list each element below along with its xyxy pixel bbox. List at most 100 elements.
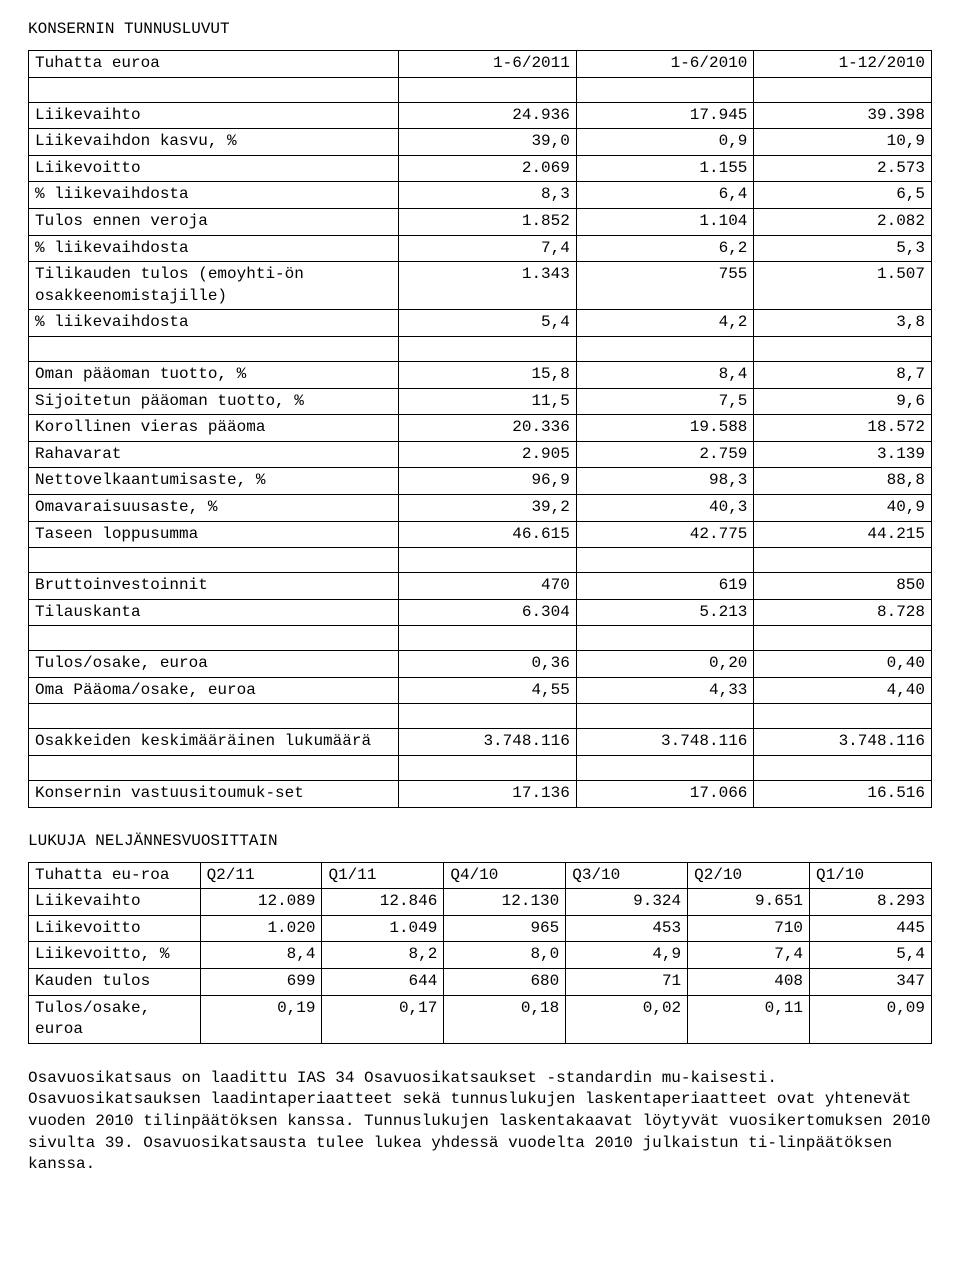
table-row: Liikevaihdon kasvu, %39,00,910,9 xyxy=(29,129,932,156)
cell: 2.759 xyxy=(576,441,754,468)
cell: 9.324 xyxy=(566,889,688,916)
cell: 17.136 xyxy=(399,781,577,808)
cell: 0,17 xyxy=(322,995,444,1043)
table-row: Liikevaihto12.08912.84612.1309.3249.6518… xyxy=(29,889,932,916)
cell: 0,19 xyxy=(200,995,322,1043)
table-row: Taseen loppusumma46.61542.77544.215 xyxy=(29,521,932,548)
table-row: Konsernin vastuusitoumuk-set17.13617.066… xyxy=(29,781,932,808)
row-label: Tilauskanta xyxy=(29,599,399,626)
table-row xyxy=(29,704,932,729)
row-label: Rahavarat xyxy=(29,441,399,468)
table-row: Oma Pääoma/osake, euroa4,554,334,40 xyxy=(29,677,932,704)
cell: 8.728 xyxy=(754,599,932,626)
col-header: Q3/10 xyxy=(566,862,688,889)
table-row xyxy=(29,626,932,651)
cell: 1.049 xyxy=(322,915,444,942)
cell: 19.588 xyxy=(576,415,754,442)
cell: 1.507 xyxy=(754,262,932,310)
cell: 16.516 xyxy=(754,781,932,808)
cell: 40,3 xyxy=(576,494,754,521)
row-label: % liikevaihdosta xyxy=(29,310,399,337)
row-label: Liikevoitto xyxy=(29,915,201,942)
cell: 7,5 xyxy=(576,388,754,415)
cell: 0,40 xyxy=(754,651,932,678)
cell: 17.066 xyxy=(576,781,754,808)
cell: 8,7 xyxy=(754,361,932,388)
cell: 2.573 xyxy=(754,155,932,182)
cell: 347 xyxy=(810,969,932,996)
cell: 1.343 xyxy=(399,262,577,310)
table-row: Omavaraisuusaste, %39,240,340,9 xyxy=(29,494,932,521)
cell: 0,20 xyxy=(576,651,754,678)
row-label: Taseen loppusumma xyxy=(29,521,399,548)
row-label: Liikevaihto xyxy=(29,889,201,916)
table-row: Korollinen vieras pääoma20.33619.58818.5… xyxy=(29,415,932,442)
cell: 39,0 xyxy=(399,129,577,156)
table-row xyxy=(29,336,932,361)
row-label: Kauden tulos xyxy=(29,969,201,996)
table-row: Liikevoitto2.0691.1552.573 xyxy=(29,155,932,182)
cell: 0,18 xyxy=(444,995,566,1043)
row-label: Konsernin vastuusitoumuk-set xyxy=(29,781,399,808)
col-header: Q1/10 xyxy=(810,862,932,889)
cell: 2.905 xyxy=(399,441,577,468)
col-header: 1-12/2010 xyxy=(754,51,932,78)
cell: 39.398 xyxy=(754,102,932,129)
cell: 4,2 xyxy=(576,310,754,337)
cell: 445 xyxy=(810,915,932,942)
table-row: Sijoitetun pääoman tuotto, %11,57,59,6 xyxy=(29,388,932,415)
table-row: Nettovelkaantumisaste, %96,998,388,8 xyxy=(29,468,932,495)
cell: 5,3 xyxy=(754,235,932,262)
cell: 1.104 xyxy=(576,208,754,235)
cell: 408 xyxy=(688,969,810,996)
cell: 8,0 xyxy=(444,942,566,969)
row-label: Oma Pääoma/osake, euroa xyxy=(29,677,399,704)
row-label: Tulos/osake, euroa xyxy=(29,995,201,1043)
cell: 3.748.116 xyxy=(754,729,932,756)
table-row: Rahavarat2.9052.7593.139 xyxy=(29,441,932,468)
cell: 8,4 xyxy=(576,361,754,388)
row-label: Sijoitetun pääoman tuotto, % xyxy=(29,388,399,415)
cell: 15,8 xyxy=(399,361,577,388)
table-row: Tuhatta euroa 1-6/2011 1-6/2010 1-12/201… xyxy=(29,51,932,78)
col-header: Tuhatta euroa xyxy=(29,51,399,78)
row-label: Liikevoitto xyxy=(29,155,399,182)
table-row xyxy=(29,77,932,102)
cell: 4,55 xyxy=(399,677,577,704)
cell: 24.936 xyxy=(399,102,577,129)
table-row: Tulos/osake, euroa0,360,200,40 xyxy=(29,651,932,678)
col-header: Q2/11 xyxy=(200,862,322,889)
cell: 3.748.116 xyxy=(399,729,577,756)
cell: 96,9 xyxy=(399,468,577,495)
cell: 4,33 xyxy=(576,677,754,704)
cell: 2.082 xyxy=(754,208,932,235)
cell: 98,3 xyxy=(576,468,754,495)
cell: 0,09 xyxy=(810,995,932,1043)
table-row: Liikevoitto1.0201.049965453710445 xyxy=(29,915,932,942)
cell: 71 xyxy=(566,969,688,996)
cell: 10,9 xyxy=(754,129,932,156)
cell: 3.139 xyxy=(754,441,932,468)
cell: 5,4 xyxy=(810,942,932,969)
cell: 0,9 xyxy=(576,129,754,156)
cell: 20.336 xyxy=(399,415,577,442)
table-row: Oman pääoman tuotto, %15,88,48,7 xyxy=(29,361,932,388)
table-row: % liikevaihdosta7,46,25,3 xyxy=(29,235,932,262)
table-quarterly: Tuhatta eu-roa Q2/11 Q1/11 Q4/10 Q3/10 Q… xyxy=(28,862,932,1044)
row-label: Liikevaihdon kasvu, % xyxy=(29,129,399,156)
cell: 42.775 xyxy=(576,521,754,548)
cell: 699 xyxy=(200,969,322,996)
table-row: Tilauskanta6.3045.2138.728 xyxy=(29,599,932,626)
row-label: Liikevoitto, % xyxy=(29,942,201,969)
cell: 2.069 xyxy=(399,155,577,182)
table-row xyxy=(29,756,932,781)
cell: 40,9 xyxy=(754,494,932,521)
row-label: Korollinen vieras pääoma xyxy=(29,415,399,442)
row-label: % liikevaihdosta xyxy=(29,182,399,209)
cell: 9.651 xyxy=(688,889,810,916)
row-label: Omavaraisuusaste, % xyxy=(29,494,399,521)
row-label: Tulos ennen veroja xyxy=(29,208,399,235)
row-label: Tulos/osake, euroa xyxy=(29,651,399,678)
col-header: 1-6/2010 xyxy=(576,51,754,78)
table-row: Tulos/osake, euroa0,190,170,180,020,110,… xyxy=(29,995,932,1043)
